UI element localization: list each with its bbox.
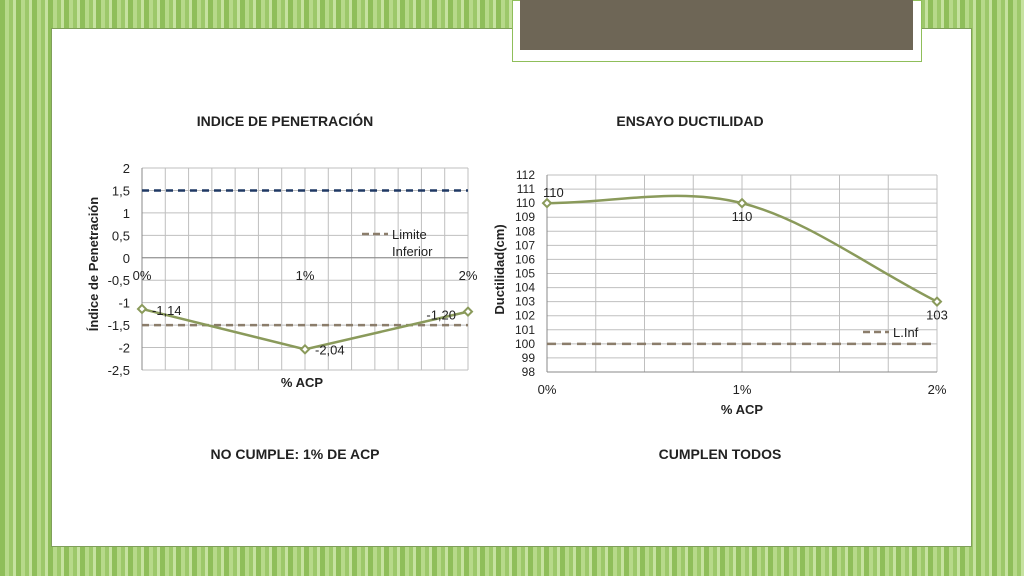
- chart-title-penetration: INDICE DE PENETRACIÓN: [196, 113, 374, 129]
- y-axis-title: Índice de Penetración: [86, 197, 101, 331]
- y-tick-label: 100: [515, 337, 535, 351]
- y-tick-label: 0,5: [112, 228, 130, 243]
- y-tick-label: 2: [123, 161, 130, 176]
- chart-penetration: 2 1,5 1 0,5 0 -0,5 -1 -1,5 -2 -2,5 0% 1% 2% -1,14 -2,0…: [86, 161, 478, 390]
- x-axis-title: % ACP: [721, 402, 763, 417]
- data-point-marker: [299, 343, 311, 355]
- data-point-marker: [462, 306, 474, 318]
- x-tick-label: 0%: [133, 268, 152, 283]
- data-point-marker: [541, 197, 553, 209]
- legend-label: Inferior: [392, 244, 433, 259]
- verdict-penetration: NO CUMPLE: 1% DE ACP: [210, 446, 380, 462]
- y-tick-label: 98: [522, 365, 536, 379]
- y-tick-label: -2: [118, 341, 130, 356]
- y-tick-label: 102: [515, 309, 535, 323]
- data-label: 110: [543, 185, 564, 200]
- y-tick-label: 99: [522, 351, 536, 365]
- y-tick-label: -0,5: [108, 273, 130, 288]
- x-axis-title: % ACP: [281, 375, 323, 390]
- y-tick-label: -1,5: [108, 318, 130, 333]
- legend-label: Limite: [392, 227, 427, 242]
- data-label: 110: [732, 209, 753, 224]
- y-tick-label: 112: [516, 168, 535, 182]
- data-label: -2,04: [315, 342, 345, 357]
- y-tick-label: 103: [515, 295, 535, 309]
- y-tick-label: 1,5: [112, 183, 130, 198]
- data-point-marker: [136, 303, 148, 315]
- verdict-ductility: CUMPLEN TODOS: [658, 446, 782, 462]
- y-tick-label: 105: [515, 267, 535, 281]
- y-tick-label: 111: [517, 182, 536, 196]
- y-tick-label: 109: [515, 210, 535, 224]
- data-label: 103: [926, 308, 948, 323]
- chart-title-ductility: ENSAYO DUCTILIDAD: [616, 113, 764, 129]
- y-tick-label: -2,5: [108, 363, 130, 378]
- chart-ductility: 1121111101091081071061051041031021011009…: [492, 168, 948, 417]
- data-label: -1,14: [152, 303, 182, 318]
- x-tick-label: 0%: [538, 382, 557, 397]
- y-tick-label: 107: [515, 238, 535, 252]
- y-tick-label: 106: [515, 252, 535, 266]
- title-placeholder: [520, 0, 913, 50]
- x-tick-label: 2%: [459, 268, 478, 283]
- legend-label: L.Inf: [893, 325, 919, 340]
- y-tick-label: 101: [515, 323, 535, 337]
- y-tick-label: 0: [123, 251, 130, 266]
- x-tick-label: 1%: [733, 382, 752, 397]
- y-tick-label: 110: [516, 196, 535, 210]
- y-tick-label: 108: [515, 224, 535, 238]
- data-point-marker: [931, 296, 943, 308]
- y-tick-label: 1: [123, 206, 130, 221]
- x-tick-label: 1%: [296, 268, 315, 283]
- data-point-marker: [736, 197, 748, 209]
- data-label: -1,20: [426, 308, 456, 323]
- y-tick-label: -1: [118, 296, 130, 311]
- x-tick-label: 2%: [928, 382, 947, 397]
- y-tick-label: 104: [515, 281, 535, 295]
- y-axis-title: Ductilidad(cm): [492, 224, 507, 314]
